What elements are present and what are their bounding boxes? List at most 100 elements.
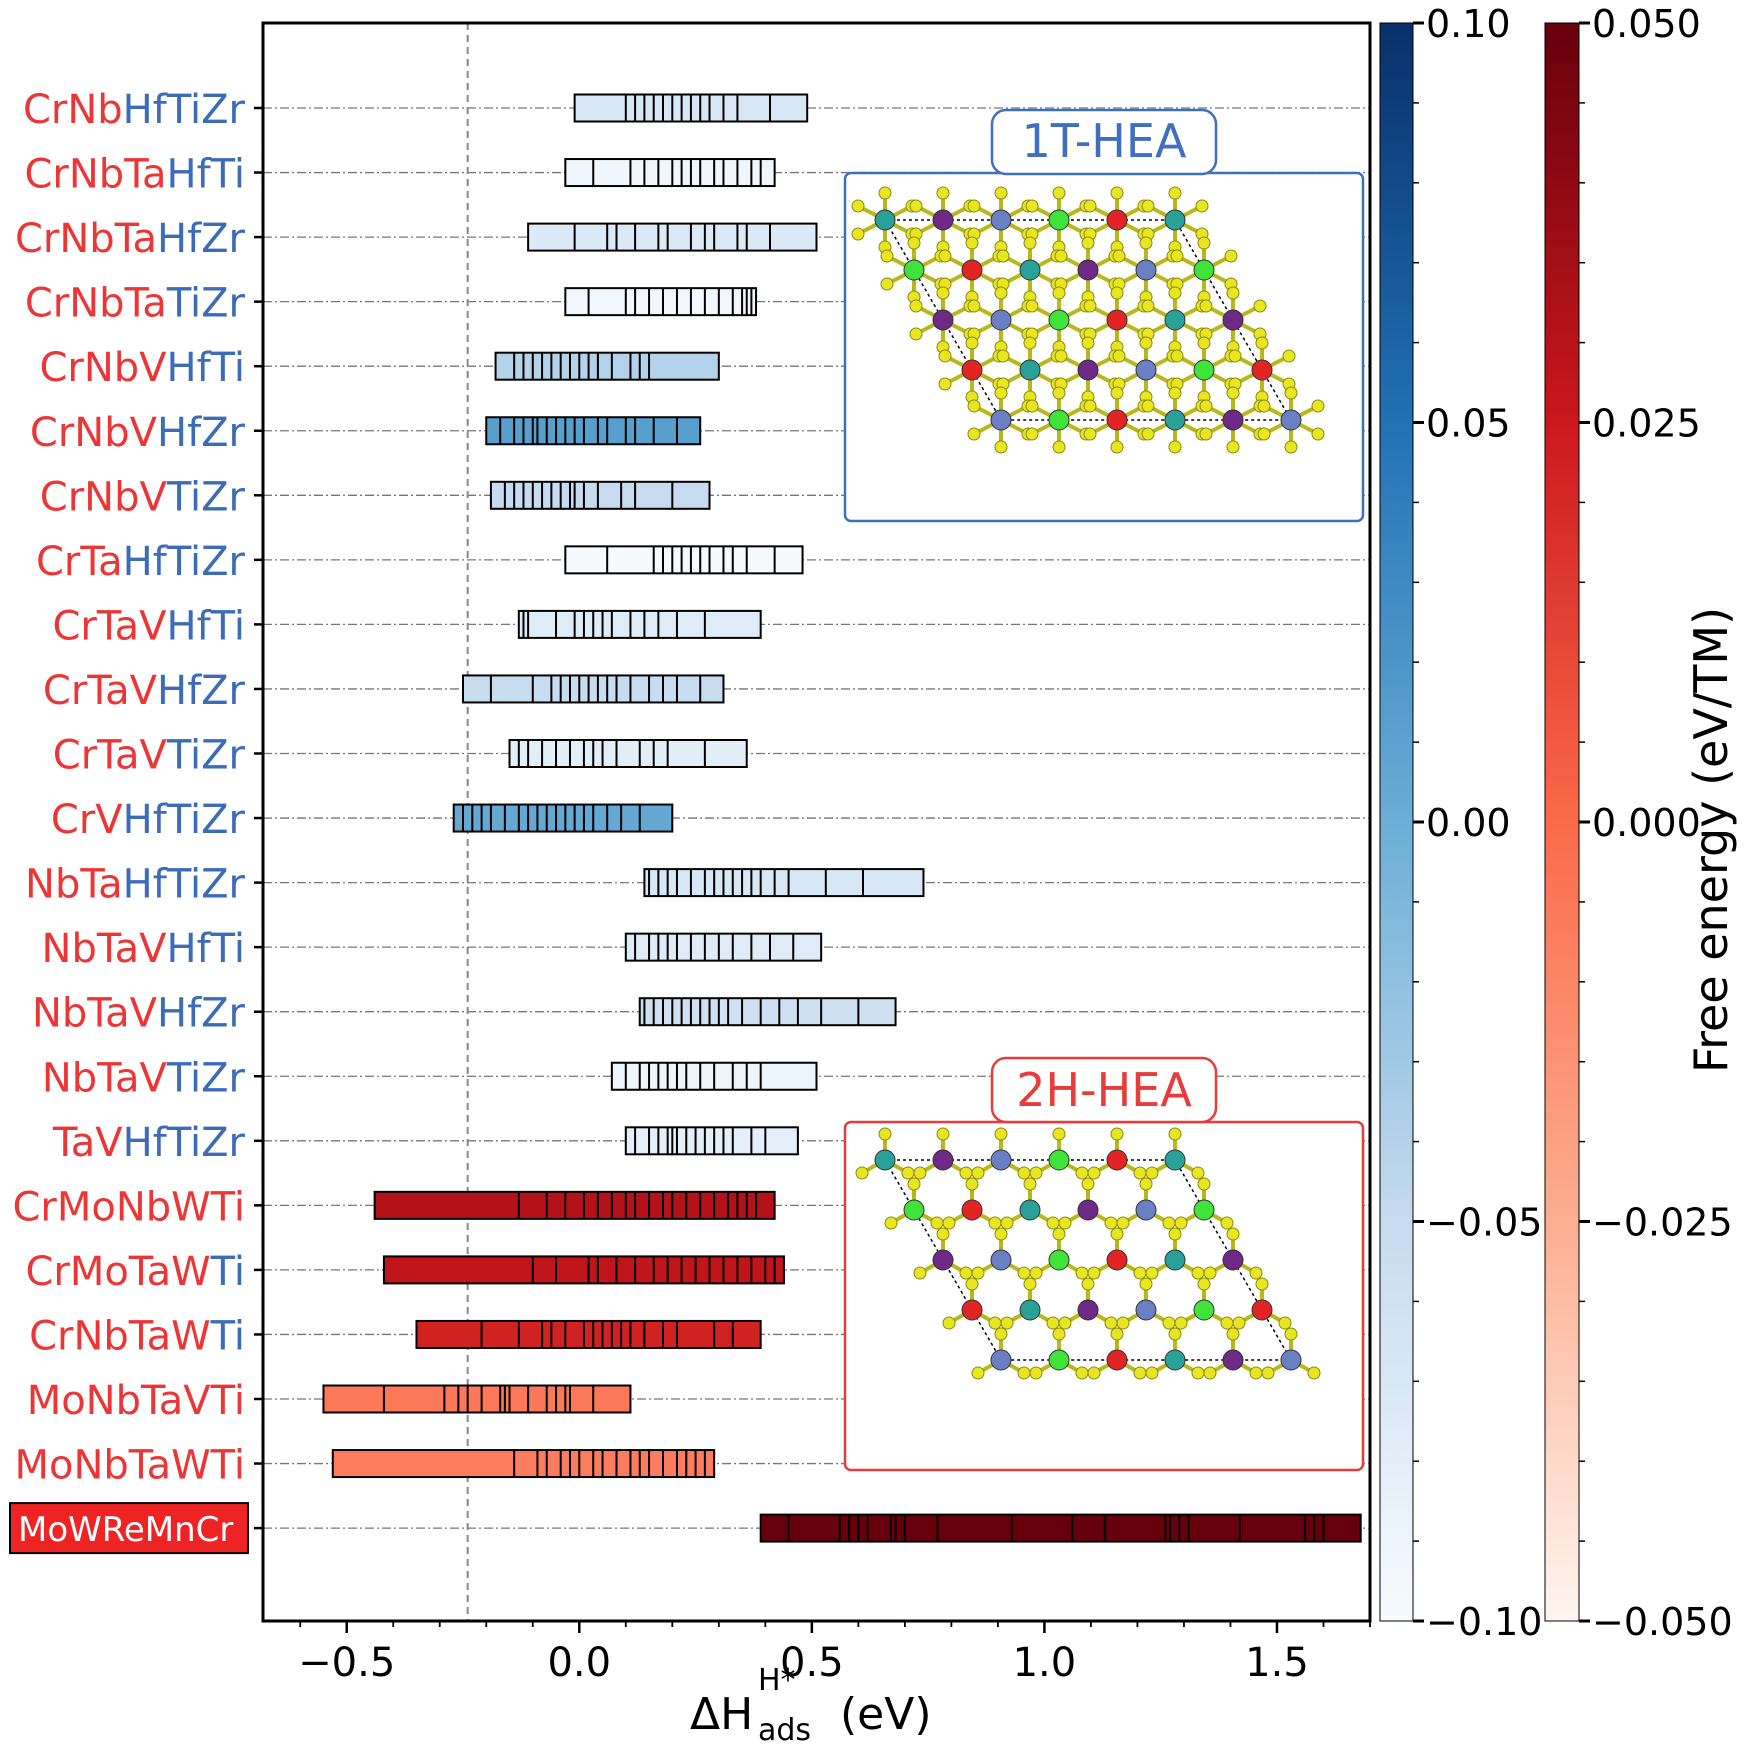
range-bar [485, 416, 702, 446]
metal-atom [1164, 409, 1186, 431]
s-atom [996, 349, 1010, 363]
row-CrTaVTiZr: CrTaVTiZr [53, 733, 748, 779]
metal-atom [932, 1249, 954, 1271]
metal-atom [1019, 259, 1041, 281]
row-CrNbHfTiZr: CrNbHfTiZr [23, 87, 809, 133]
row-TaVHfTiZr: TaVHfTiZr [52, 1120, 799, 1166]
metal-atom [1251, 1299, 1273, 1321]
label-blue-part: HfTiZr [123, 1120, 246, 1166]
s-atom [1110, 386, 1124, 400]
range-bar [494, 351, 720, 381]
metal-atom [990, 1149, 1012, 1171]
s-atom [938, 249, 952, 263]
metal-atom [961, 1299, 983, 1321]
s-atom [1226, 1327, 1240, 1341]
s-atom [1052, 1227, 1066, 1241]
s-atom [1257, 399, 1271, 413]
metal-atom [1164, 1149, 1186, 1171]
s-atom [909, 199, 923, 213]
range-bar [517, 609, 762, 639]
s-atom [1249, 1366, 1263, 1380]
s-atom [1168, 286, 1182, 300]
s-atom [1141, 299, 1155, 313]
s-atom [1145, 1266, 1159, 1280]
s-atom [1112, 249, 1126, 263]
s-atom [1174, 1316, 1188, 1330]
s-atom [880, 277, 894, 291]
row-CrMoNbWTi: CrMoNbWTi [12, 1184, 776, 1230]
label-blue-part: HfZr [157, 410, 246, 456]
lattice-1t-structure [851, 186, 1325, 454]
colorbar-tick-label: 0.025 [1592, 402, 1701, 446]
s-atom [851, 199, 865, 213]
s-atom [1255, 1277, 1269, 1291]
y-label-CrNbVTiZr: CrNbVTiZr [40, 474, 246, 520]
y-label-CrNbTaHfTi: CrNbTaHfTi [25, 152, 246, 198]
label-blue-part: TiZr [166, 1055, 246, 1101]
row-CrTaVHfTi: CrTaVHfTi [52, 603, 762, 649]
label-red-part: CrMoTaW [25, 1249, 210, 1295]
row-NbTaVHfZr: NbTaVHfZr [32, 991, 897, 1037]
label-blue-part: HfTi [167, 926, 245, 972]
label-red-part: CrNbV [39, 345, 167, 391]
s-atom [1052, 440, 1066, 454]
s-atom [1249, 1266, 1263, 1280]
s-atom [1017, 1366, 1031, 1380]
metal-atom [990, 1349, 1012, 1371]
row-MoNbTaWTi: MoNbTaWTi [15, 1443, 716, 1489]
unit-cell [883, 1159, 1293, 1361]
colorbar-tick-label: 0.05 [1426, 402, 1511, 446]
label-red-part: MoNbTaVTi [27, 1378, 245, 1424]
s-atom [1139, 236, 1153, 250]
metal-atom [903, 259, 925, 281]
label-blue-part: TiZr [166, 281, 246, 327]
y-label-CrTaVHfTi: CrTaVHfTi [52, 603, 245, 649]
metal-atom [932, 209, 954, 231]
colorbar-tick-label: 0.000 [1592, 801, 1701, 845]
metal-atom [1280, 1349, 1302, 1371]
s-atom [1110, 286, 1124, 300]
metal-atom [1106, 1149, 1128, 1171]
s-atom [967, 199, 981, 213]
s-atom [994, 440, 1008, 454]
s-atom [1133, 1266, 1147, 1280]
label-red-part: CrNb [23, 87, 123, 133]
label-red-part: CrNbTa [15, 216, 157, 262]
s-atom [1191, 1366, 1205, 1380]
colorbar-tick-label: 0.10 [1426, 2, 1511, 46]
label-blue-part: HfZr [157, 216, 246, 262]
label-blue-part: Ti [210, 1249, 245, 1295]
metal-atom [1222, 1249, 1244, 1271]
s-atom [1199, 399, 1213, 413]
s-atom [1311, 399, 1325, 413]
s-atom [1168, 1327, 1182, 1341]
s-atom [1168, 440, 1182, 454]
s-atom [1112, 349, 1126, 363]
s-atom [996, 249, 1010, 263]
s-atom [994, 1227, 1008, 1241]
s-atom [1278, 1316, 1292, 1330]
y-label-MoNbTaVTi: MoNbTaVTi [27, 1378, 245, 1424]
metal-atom [1222, 309, 1244, 331]
s-atom [1083, 427, 1097, 441]
range-bar [373, 1190, 776, 1220]
s-atom [1195, 199, 1209, 213]
x-axis-label-sup: H* [758, 1663, 796, 1698]
s-atom [1052, 1327, 1066, 1341]
s-atom [1081, 236, 1095, 250]
s-atom [1075, 1366, 1089, 1380]
s-atom [1197, 236, 1211, 250]
s-atom [994, 1127, 1008, 1141]
colorbar-red-label: Free energy (eV/TM) [1684, 607, 1738, 1073]
range-bar [564, 287, 758, 317]
range-bar [508, 739, 748, 768]
y-label-TaVHfTiZr: TaVHfTiZr [52, 1120, 246, 1166]
x-tick-label: 1.5 [1245, 1640, 1309, 1686]
inset-2h-title: 2H-HEA [1016, 1063, 1192, 1117]
colorbar-tick-label: −0.05 [1426, 1201, 1542, 1245]
label-red-part: CrNbTa [25, 281, 167, 327]
metal-atom [1077, 1299, 1099, 1321]
s-atom [878, 186, 892, 200]
label-red-part: CrTaV [53, 733, 168, 779]
s-atom [1191, 1166, 1205, 1180]
